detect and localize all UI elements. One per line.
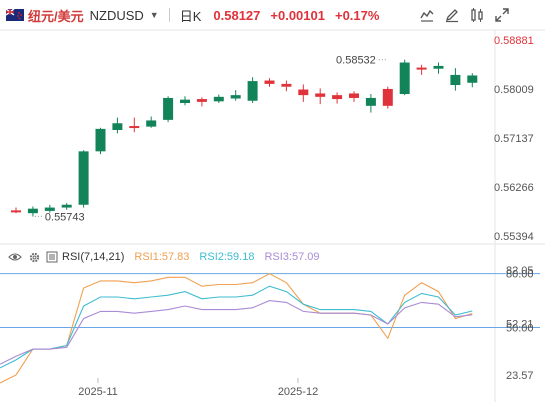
candle-body: [399, 62, 410, 95]
candle-body: [230, 95, 241, 99]
x-tick-label: 2025-11: [78, 386, 118, 398]
rsi-tick-label: 23.57: [506, 370, 534, 382]
candle-body: [146, 120, 157, 127]
candle-body: [27, 208, 38, 214]
settings-icon[interactable]: [28, 251, 41, 264]
price-tick-label: 0.56266: [494, 182, 534, 194]
candle-body: [11, 210, 21, 213]
candle-body: [196, 99, 207, 102]
price-tick-label: 0.57137: [494, 133, 534, 145]
candle-body: [61, 204, 72, 208]
last-price: 0.58127: [213, 7, 261, 23]
draw-icon[interactable]: [444, 7, 460, 23]
rsi3-value: RSI3:57.09: [264, 251, 320, 263]
rsi-series-line: [15, 300, 473, 357]
candle-body: [163, 97, 174, 120]
candle-body: [281, 83, 292, 87]
header-divider: [168, 8, 170, 22]
candle-body: [44, 207, 55, 211]
chart-header: 纽元/美元 NZDUSD ▼ 日K 0.58127 +0.00101 +0.17…: [0, 0, 545, 30]
price-change-percent: +0.17%: [334, 7, 380, 23]
flag-icon: [6, 9, 24, 21]
rsi-series-lead: [0, 374, 17, 384]
rsi-series-line: [15, 273, 473, 376]
rsi-title: RSI(7,14,21): [62, 251, 125, 263]
fullscreen-icon[interactable]: [494, 7, 510, 23]
rsi-tick-label: 82.05: [506, 265, 534, 277]
period-selector[interactable]: 日K: [179, 8, 202, 24]
high-annotation: 0.58532: [336, 55, 376, 67]
rsi1-value: RSI1:57.83: [134, 251, 190, 263]
price-tick-label: 0.58009: [494, 84, 534, 96]
chevron-down-icon[interactable]: ▼: [149, 10, 159, 20]
candle-body: [416, 67, 427, 70]
low-annotation: 0.55743: [45, 211, 85, 223]
candle-body: [382, 88, 393, 106]
rsi-series-line: [15, 285, 473, 361]
candle-body: [365, 97, 376, 106]
candle-body: [433, 65, 444, 69]
chart-type-icon[interactable]: [419, 7, 435, 23]
category-label: 纽元/美元: [28, 8, 84, 24]
rsi-series-lead: [0, 359, 17, 369]
indicator-icon[interactable]: [469, 7, 485, 23]
candle-body: [129, 126, 140, 129]
rsi2-value: RSI2:59.18: [199, 251, 255, 263]
rsi-tick-label: 52.21: [506, 319, 534, 331]
candle-body: [298, 89, 309, 96]
x-tick-label: 2025-12: [278, 386, 318, 398]
candle-body: [78, 151, 89, 205]
candle-body: [315, 93, 326, 97]
list-icon[interactable]: [46, 251, 58, 263]
price-change: +0.00101: [270, 7, 325, 23]
rsi-tick-label: 80.00: [506, 269, 534, 281]
candle-body: [213, 96, 224, 102]
candle-body: [450, 74, 461, 86]
candle-body: [349, 93, 359, 98]
rsi-tick-label: 50.00: [506, 323, 534, 335]
price-tick-label: 0.55394: [494, 231, 534, 243]
rsi-series-lead: [0, 355, 17, 365]
candle-body: [95, 128, 106, 152]
candle-body: [467, 75, 478, 83]
eye-icon[interactable]: [8, 252, 22, 262]
candle-body: [112, 123, 123, 130]
candle-body: [247, 81, 258, 101]
rsi-legend: RSI(7,14,21) RSI1:57.83 RSI2:59.18 RSI3:…: [0, 249, 320, 265]
candle-body: [264, 80, 275, 84]
symbol-selector[interactable]: NZDUSD: [89, 7, 144, 23]
price-tick-label: 0.58881: [494, 35, 534, 47]
candle-body: [332, 95, 343, 100]
candle-body: [180, 99, 190, 104]
